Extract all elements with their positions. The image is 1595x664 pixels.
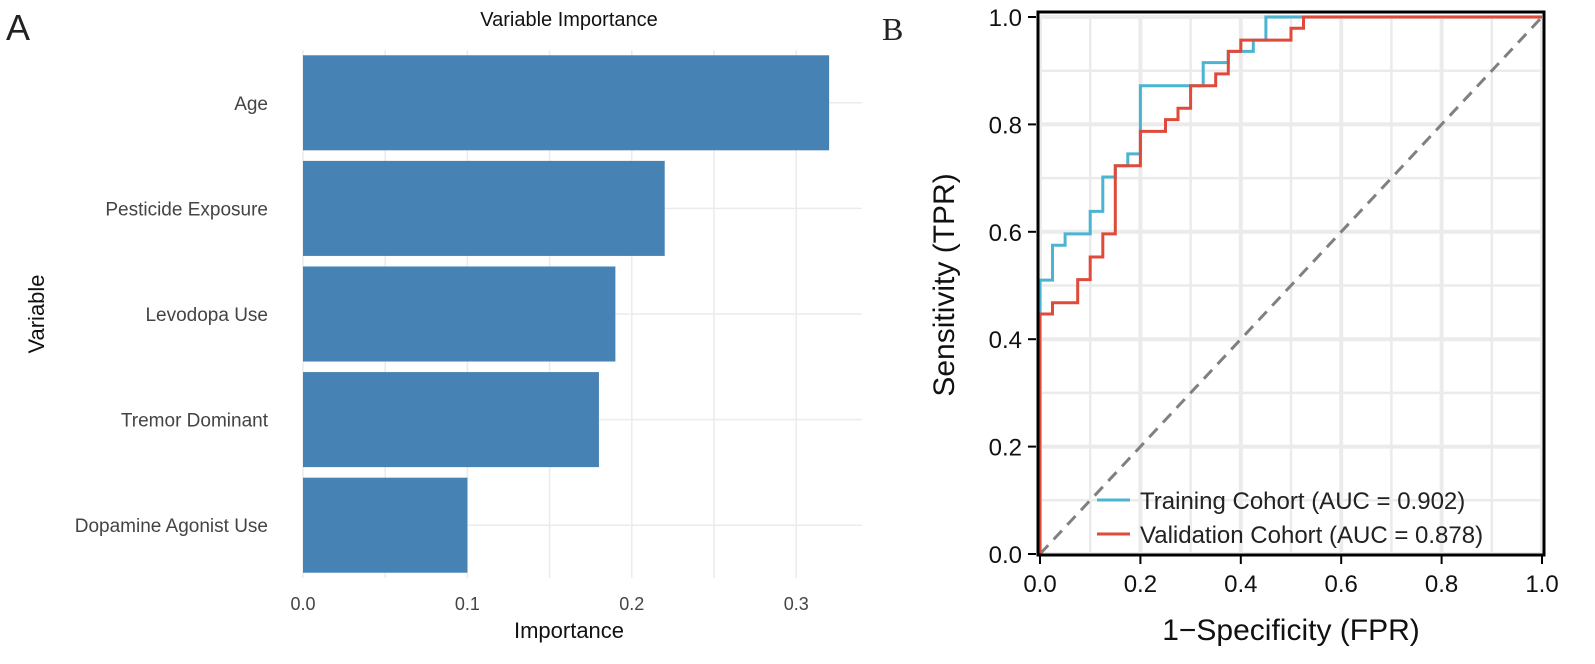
panel-b-label: B xyxy=(882,11,903,47)
panel-b-x-tick-label: 0.2 xyxy=(1124,571,1157,598)
panel-a-x-axis-title: Importance xyxy=(514,618,624,643)
panel-b-y-tick-label: 1.0 xyxy=(989,5,1022,32)
panel-a-x-tick-label: 0.2 xyxy=(619,594,644,614)
roc-line-validation xyxy=(1038,15,1542,554)
panel-b-y-tick-label: 0.6 xyxy=(989,220,1022,247)
panel-b-x-tick-label: 0.8 xyxy=(1425,571,1458,598)
bar-pesticide-exposure xyxy=(303,160,665,256)
reference-diagonal-line xyxy=(1038,15,1544,556)
panel-a-category-labels: Age Pesticide Exposure Levodopa Use Tremor … xyxy=(75,94,269,537)
panel-b-x-tick-label: 0.6 xyxy=(1325,571,1358,598)
panel-a-x-tick-label: 0.3 xyxy=(784,594,809,614)
panel-b-roc-curve: B 0.0 0.2 0.4 0.6 0.8 1.0 0.00.20.40.60.81.0 … xyxy=(882,5,1559,647)
category-label: Tremor Dominant xyxy=(121,411,269,432)
category-label: Dopamine Agonist Use xyxy=(75,516,268,537)
panel-b-y-tick-label: 0.8 xyxy=(989,112,1022,139)
legend-label-validation: Validation Cohort (AUC = 0.878) xyxy=(1140,522,1483,549)
panel-a-bars xyxy=(303,55,830,573)
category-label: Levodopa Use xyxy=(145,305,268,326)
panel-b-x-tick-label: 0.0 xyxy=(1023,571,1056,598)
panel-b-x-tick-labels: 0.0 0.2 0.4 0.6 0.8 1.0 xyxy=(1023,571,1558,598)
bar-dopamine-agonist-use xyxy=(303,477,468,573)
panel-b-x-tick-label: 1.0 xyxy=(1525,571,1558,598)
panel-a-label: A xyxy=(6,7,30,48)
panel-b-y-tick-labels: 0.0 0.2 0.4 0.6 0.8 1.0 xyxy=(989,5,1022,569)
panel-b-y-tick-label: 0.2 xyxy=(989,435,1022,462)
panel-b-frame xyxy=(1036,10,1546,557)
panel-b-series xyxy=(1038,15,1544,556)
panel-b-legend: Training Cohort (AUC = 0.902) Validation… xyxy=(1097,488,1483,549)
bar-levodopa-use xyxy=(303,266,616,362)
category-label: Age xyxy=(234,94,268,115)
panel-a-x-tick-labels: 0.0 0.1 0.2 0.3 xyxy=(290,594,808,614)
panel-b-tick-marks xyxy=(1028,16,1543,564)
category-label: Pesticide Exposure xyxy=(105,199,268,220)
legend-label-training: Training Cohort (AUC = 0.902) xyxy=(1140,488,1465,515)
panel-b-y-tick-label: 0.0 xyxy=(989,542,1022,569)
panel-b-x-axis-title: 1−Specificity (FPR) xyxy=(1162,614,1420,647)
panel-a-variable-importance: A Variable Importance Age Pesticide Expos… xyxy=(6,7,862,643)
bar-tremor-dominant xyxy=(303,372,599,468)
panel-a-x-tick-label: 0.1 xyxy=(455,594,480,614)
bar-age xyxy=(303,55,830,151)
panel-b-y-axis-title: Sensitivity (TPR) xyxy=(928,173,961,396)
panel-b-x-tick-label: 0.4 xyxy=(1224,571,1257,598)
panel-a-x-tick-label: 0.0 xyxy=(290,594,315,614)
panel-b-y-tick-label: 0.4 xyxy=(989,327,1022,354)
panel-a-title: Variable Importance xyxy=(480,9,658,31)
panel-a-y-axis-title: Variable xyxy=(24,274,49,353)
